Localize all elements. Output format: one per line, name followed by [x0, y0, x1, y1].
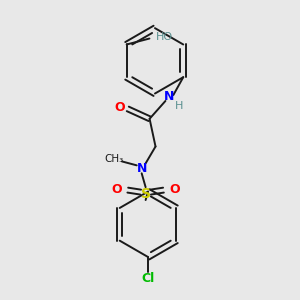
Text: HO: HO — [156, 32, 173, 42]
Text: O: O — [169, 183, 180, 196]
Text: H: H — [175, 101, 184, 111]
Text: N: N — [164, 89, 175, 103]
Text: S: S — [141, 187, 151, 201]
Text: Cl: Cl — [141, 272, 154, 285]
Text: CH₃: CH₃ — [104, 154, 124, 164]
Text: N: N — [136, 162, 147, 175]
Text: O: O — [112, 183, 122, 196]
Text: O: O — [115, 101, 125, 114]
